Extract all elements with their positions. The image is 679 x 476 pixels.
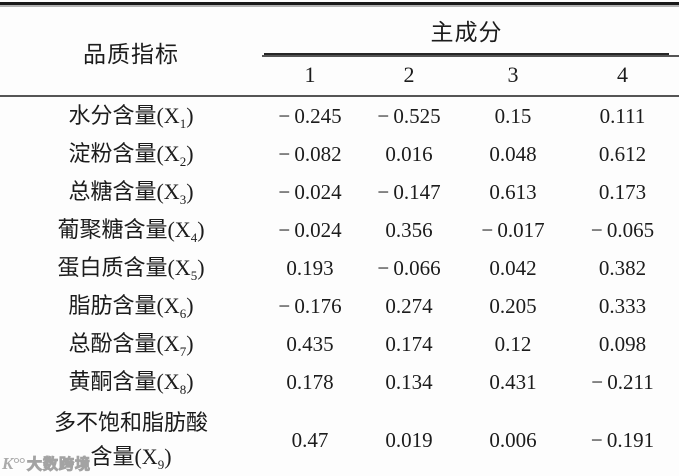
row-label-indicator: 多不饱和脂肪酸 含量(X9)	[53, 410, 208, 472]
variable-subscript: 2	[179, 154, 187, 169]
loading-value: 0.613	[489, 179, 537, 204]
table-row: 脂肪含量(X6) − 0.176 0.274 0.205 0.333	[0, 287, 679, 325]
loading-value: − 0.024	[278, 179, 342, 204]
loading-value: 0.019	[385, 428, 433, 452]
column-header-quality-indicator: 品质指标	[0, 8, 262, 97]
loading-value: − 0.176	[278, 293, 342, 318]
table-row: 总糖含量(X3) − 0.024 − 0.147 0.613 0.173	[0, 173, 679, 211]
column-group-header-principal-components: 主成分	[262, 8, 679, 57]
row-label-indicator: 脂肪含量(X6)	[68, 293, 194, 321]
row-label-indicator: 总糖含量(X3)	[68, 179, 194, 207]
loading-value: − 0.066	[377, 255, 441, 280]
variable-subscript: 6	[179, 306, 187, 321]
loading-value: 0.333	[598, 293, 647, 318]
loading-value: 0.47	[291, 428, 329, 452]
loading-value: 0.174	[385, 331, 433, 356]
variable-subscript: 3	[179, 192, 187, 207]
header-row-group: 品质指标 主成分	[0, 8, 679, 97]
variable-subscript: 9	[157, 457, 165, 472]
loading-value: 0.048	[489, 141, 537, 166]
variable-subscript: 4	[190, 230, 198, 245]
loading-value: − 0.065	[590, 217, 655, 242]
loading-value: 0.042	[489, 255, 537, 280]
table-row: 蛋白质含量(X5) 0.193 − 0.066 0.042 0.382	[0, 249, 679, 287]
component-column-header: 4	[566, 56, 679, 97]
table-row: 黄酮含量(X8) 0.178 0.134 0.431 − 0.211	[0, 363, 679, 401]
variable-subscript: 5	[190, 268, 198, 283]
table-row: 总酚含量(X7) 0.435 0.174 0.12 0.098	[0, 325, 679, 363]
variable-subscript: 8	[179, 382, 187, 397]
principal-components-label: 主成分	[264, 8, 669, 55]
table-top-rule-shadow	[0, 5, 679, 7]
loading-value: 0.134	[385, 369, 433, 394]
loading-value: 0.205	[489, 293, 537, 318]
loading-value: 0.193	[286, 255, 334, 280]
loading-value: 0.356	[385, 217, 433, 242]
loading-value: 0.016	[385, 141, 433, 166]
component-column-header: 2	[358, 56, 460, 97]
loading-value: − 0.024	[278, 217, 342, 242]
table-top-rule	[0, 2, 679, 5]
loading-value: 0.612	[598, 141, 647, 166]
loading-value: 0.111	[599, 103, 646, 128]
component-column-header: 3	[460, 56, 566, 97]
loading-value: 0.274	[385, 293, 433, 318]
loading-value: 0.178	[286, 369, 334, 394]
loading-value: 0.098	[598, 331, 647, 356]
variable-subscript: 7	[179, 344, 187, 359]
row-label-indicator: 葡聚糖含量(X4)	[57, 217, 205, 245]
loading-value: 0.15	[494, 103, 532, 128]
row-label-indicator: 黄酮含量(X8)	[68, 369, 194, 397]
loading-value: − 0.191	[590, 428, 655, 452]
variable-subscript: 1	[179, 116, 187, 131]
row-label-indicator: 水分含量(X1)	[68, 103, 194, 131]
loading-value: − 0.211	[591, 369, 654, 394]
loading-value: 0.431	[489, 369, 537, 394]
loading-value: 0.006	[489, 428, 537, 452]
table-row: 多不饱和脂肪酸 含量(X9) 0.47 0.019 0.006 − 0.191	[0, 401, 679, 476]
table-body: 水分含量(X1) − 0.245 − 0.525 0.15 0.111 淀粉含量(X2) −…	[0, 96, 679, 476]
loading-value: − 0.245	[278, 103, 342, 128]
table-row: 淀粉含量(X2) − 0.082 0.016 0.048 0.612	[0, 135, 679, 173]
loading-value: − 0.147	[377, 179, 441, 204]
loading-value: 0.435	[286, 331, 334, 356]
loading-value: 0.382	[598, 255, 647, 280]
loading-value: − 0.082	[278, 141, 342, 166]
loading-value: 0.12	[494, 331, 532, 356]
loading-value: − 0.525	[377, 103, 441, 128]
table-row: 水分含量(X1) − 0.245 − 0.525 0.15 0.111	[0, 96, 679, 135]
table-row: 葡聚糖含量(X4) − 0.024 0.356 − 0.017 − 0.065	[0, 211, 679, 249]
loading-value: − 0.017	[481, 217, 545, 242]
row-label-indicator: 淀粉含量(X2)	[68, 141, 194, 169]
component-column-header: 1	[262, 56, 358, 97]
loading-value: 0.173	[598, 179, 647, 204]
row-label-indicator: 总酚含量(X7)	[68, 331, 194, 359]
row-label-indicator: 蛋白质含量(X5)	[57, 255, 205, 283]
